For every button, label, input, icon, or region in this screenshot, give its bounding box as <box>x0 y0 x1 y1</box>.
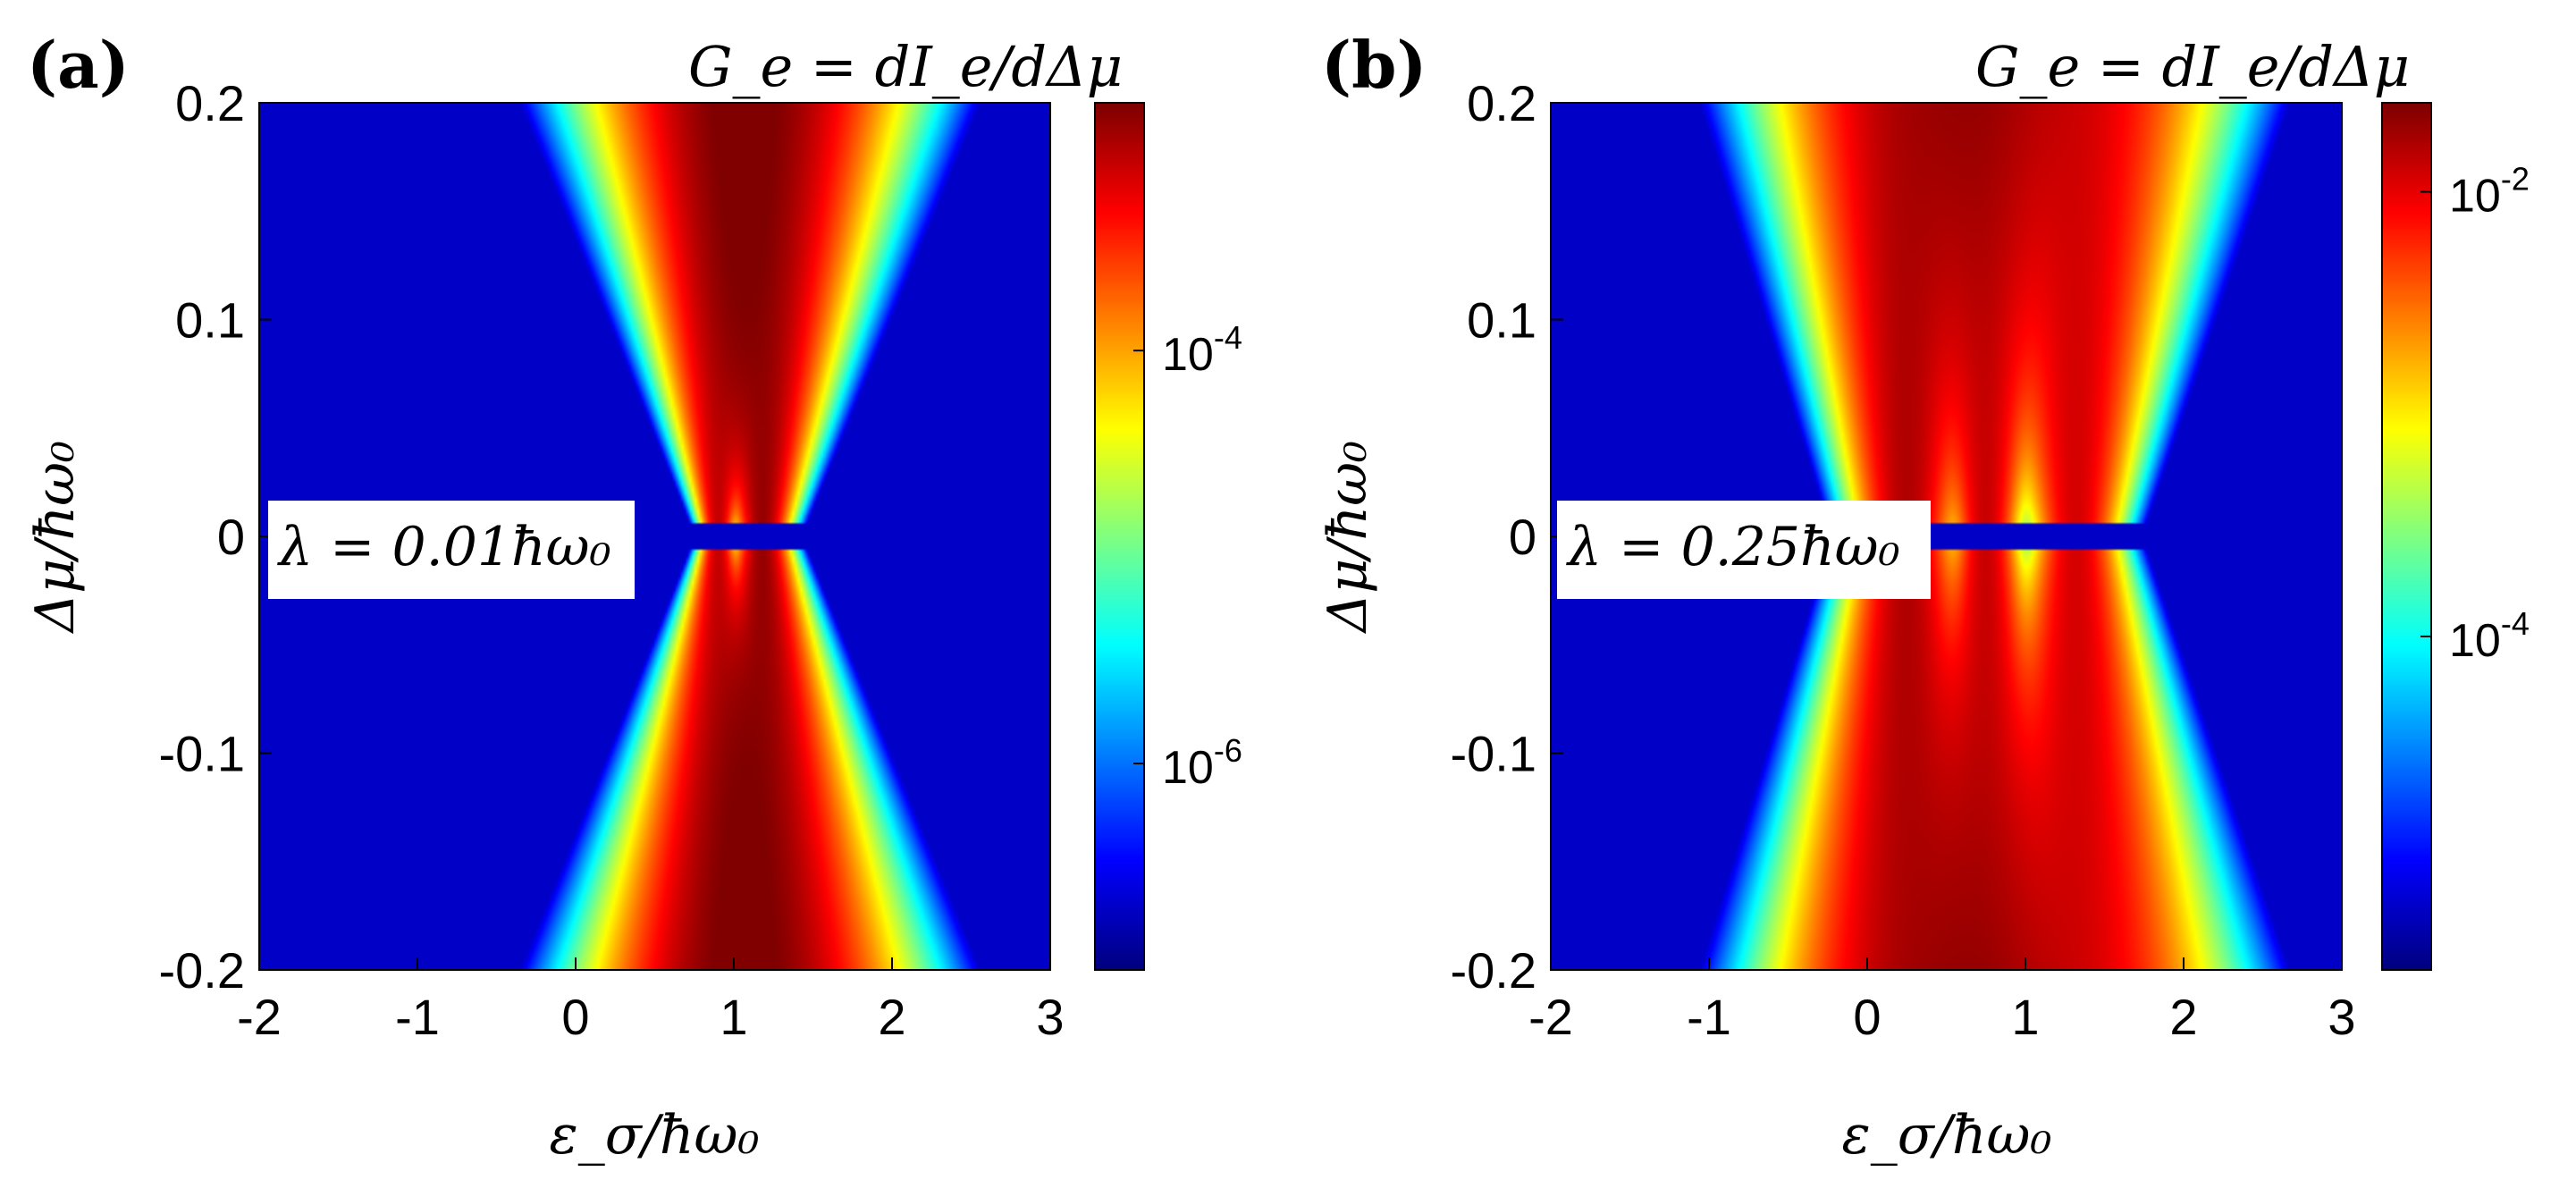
panel-b-ytick-label: 0.2 <box>1467 75 1536 131</box>
panel-b-ytick-label: -0.2 <box>1451 942 1537 999</box>
panel-b-xtick-label: 1 <box>2011 989 2039 1045</box>
panel-b-label: (b) <box>1321 27 1427 103</box>
panel-a-ytick-label: 0.2 <box>175 75 245 131</box>
panel-a-xtick-label: -2 <box>237 989 282 1045</box>
panel-b-xtick-label: -2 <box>1528 989 1573 1045</box>
panel-a-plot-frame <box>258 102 1051 971</box>
panel-b: (b) G_e = dI_e/dΔμ -2 -1 0 1 2 3 -0.2 -0.1 0 0.1 0… <box>1317 27 2530 1167</box>
panel-a-colorbar-tick-label: 10-4 <box>1162 319 1242 381</box>
panel-b-colorbar <box>2382 103 2431 970</box>
panel-b-xtick-label: 0 <box>1853 989 1881 1045</box>
panel-a-label: (a) <box>27 27 130 103</box>
panel-a-ytick-label: -0.1 <box>159 726 246 782</box>
panel-a-colorbar-ticks: 10-6 10-4 <box>1133 319 1242 794</box>
panel-b-colorbar-ticks: 10-4 10-2 <box>2420 160 2530 667</box>
panel-b-colorbar-tick-label: 10-2 <box>2449 160 2530 222</box>
panel-b-ylabel: Δμ/ħω₀ <box>1317 441 1379 634</box>
panel-b-xtick-label: -1 <box>1687 989 1731 1045</box>
panel-a-colorbar-tick-label: 10-6 <box>1162 732 1242 794</box>
panel-b-annotation: λ = 0.25ħω₀ <box>1566 516 1900 578</box>
panel-a-axes: -2 -1 0 1 2 3 -0.2 -0.1 0 0.1 0.2 <box>159 75 1065 1045</box>
panel-a-xtick-label: 0 <box>561 989 589 1045</box>
panel-b-xtick-label: 3 <box>2328 989 2355 1045</box>
panel-a-xtick-label: 2 <box>878 989 905 1045</box>
panel-a: (a) G_e = dI_e/dΔμ -2 -1 0 1 2 3 -0.2 -0.1 0 0.1 0… <box>24 27 1242 1167</box>
panel-b-ytick-label: 0 <box>1509 509 1536 565</box>
panel-b-colorbar-tick-label: 10-4 <box>2449 605 2530 667</box>
panel-a-ytick-label: 0 <box>217 509 245 565</box>
panel-a-annotation: λ = 0.01ħω₀ <box>277 516 611 578</box>
panel-b-ytick-label: -0.1 <box>1451 726 1537 782</box>
panel-b-xtick-label: 2 <box>2169 989 2197 1045</box>
panel-a-annotation-box <box>268 501 635 599</box>
panel-b-xlabel: ε_σ/ħω₀ <box>1842 1104 2052 1167</box>
panel-b-plot-frame <box>1550 102 2343 971</box>
panel-b-annotation-box <box>1557 501 1931 599</box>
panel-a-ytick-label: 0.1 <box>175 292 245 349</box>
panel-a-colorbar <box>1095 103 1144 970</box>
panel-b-axes: -2 -1 0 1 2 3 -0.2 -0.1 0 0.1 0.2 <box>1451 75 2356 1045</box>
panel-b-ytick-label: 0.1 <box>1467 292 1536 349</box>
panel-a-xtick-label: -1 <box>395 989 440 1045</box>
panel-b-title: G_e = dI_e/dΔμ <box>1975 34 2410 99</box>
panel-a-colorbar-frame <box>1094 102 1145 971</box>
panel-a-xtick-label: 1 <box>720 989 747 1045</box>
panel-a-title: G_e = dI_e/dΔμ <box>688 34 1123 99</box>
panel-a-ylabel: Δμ/ħω₀ <box>24 441 87 634</box>
panel-b-colorbar-frame <box>2381 102 2432 971</box>
panel-a-ytick-label: -0.2 <box>159 942 246 999</box>
panel-a-xtick-label: 3 <box>1036 989 1064 1045</box>
panel-a-xlabel: ε_σ/ħω₀ <box>550 1104 760 1167</box>
